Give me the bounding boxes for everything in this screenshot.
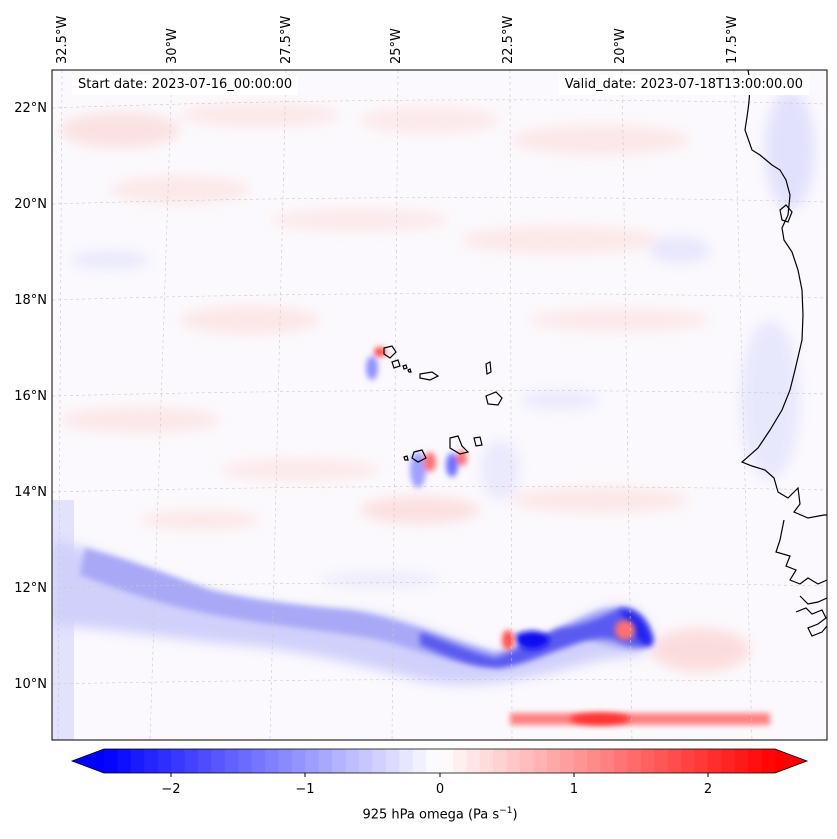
colorbar-band: [251, 749, 266, 773]
colorbar-ticks: [170, 773, 709, 777]
colorbar-band: [721, 749, 736, 773]
colorbar-band: [211, 749, 226, 773]
colorbar-title-end: ): [512, 807, 518, 823]
colorbar-band: [104, 749, 118, 773]
valid-date-label: Valid_date: 2023-07-18T13:00:00.00: [558, 75, 809, 95]
colorbar-band: [573, 749, 588, 773]
colorbar-band: [224, 749, 239, 773]
islands: [383, 345, 503, 463]
colorbar-band: [399, 749, 414, 773]
colorbar-band: [184, 749, 199, 773]
colorbar-band: [197, 749, 212, 773]
lon-tick-label: 20°W: [613, 28, 628, 64]
colorbar-outline: [70, 748, 809, 774]
colorbar-title-exponent: −1: [499, 806, 513, 816]
colorbar-band: [238, 749, 253, 773]
colorbar-band: [439, 749, 454, 773]
colorbar: −2 −1 0 1 2: [70, 748, 809, 797]
coastline: [740, 70, 827, 637]
lat-tick-label: 22°N: [14, 101, 47, 116]
colorbar-band: [707, 749, 722, 773]
colorbar-band: [466, 749, 481, 773]
colorbar-band: [291, 749, 306, 773]
omega-field: [52, 70, 827, 740]
lon-tick-labels: 32.5°W 30°W 27.5°W 25°W 22.5°W 20°W 17.5…: [55, 16, 740, 64]
lon-tick-label: 32.5°W: [55, 16, 70, 64]
colorbar-low-extend: [72, 749, 104, 773]
colorbar-band: [305, 749, 320, 773]
colorbar-high-extend: [775, 749, 807, 773]
colorbar-band: [533, 749, 548, 773]
colorbar-band: [130, 749, 145, 773]
colorbar-band: [667, 749, 682, 773]
colorbar-tick-label: −2: [161, 782, 180, 797]
colorbar-title: 925 hPa omega (Pa s−1): [0, 806, 837, 822]
colorbar-band: [600, 749, 615, 773]
colorbar-band: [332, 749, 347, 773]
colorbar-band: [627, 749, 642, 773]
colorbar-band: [452, 749, 467, 773]
colorbar-band: [358, 749, 373, 773]
colorbar-band: [506, 749, 521, 773]
colorbar-tick-label: 2: [704, 782, 712, 797]
colorbar-band: [372, 749, 387, 773]
colorbar-band: [546, 749, 561, 773]
lon-tick-label: 25°W: [389, 28, 404, 64]
colorbar-band: [613, 749, 628, 773]
lon-tick-label: 17.5°W: [725, 16, 740, 64]
colorbar-band: [694, 749, 709, 773]
colorbar-band: [144, 749, 159, 773]
southern-red-streak: [510, 713, 770, 725]
colorbar-band: [265, 749, 279, 773]
colorbar-band: [587, 749, 602, 773]
colorbar-band: [345, 749, 360, 773]
colorbar-band: [681, 749, 695, 773]
start-date-label: Start date: 2023-07-16_00:00:00: [72, 75, 299, 95]
colorbar-band: [654, 749, 669, 773]
colorbar-band: [479, 749, 494, 773]
lat-tick-label: 10°N: [14, 677, 47, 692]
island-dipoles: [366, 347, 635, 650]
colorbar-band: [734, 749, 749, 773]
lon-tick-label: 30°W: [165, 28, 180, 64]
map-frame: [51, 69, 828, 741]
colorbar-band: [493, 749, 508, 773]
lat-tick-label: 14°N: [14, 485, 47, 500]
colorbar-band: [560, 749, 575, 773]
colorbar-band: [157, 749, 172, 773]
colorbar-band: [117, 749, 132, 773]
lat-tick-labels: 22°N 20°N 18°N 16°N 14°N 12°N 10°N: [14, 101, 47, 692]
convergence-band: [52, 540, 655, 685]
background-anomalies: [60, 90, 815, 672]
lat-tick-label: 16°N: [14, 389, 47, 404]
colorbar-band: [171, 749, 186, 773]
colorbar-tick-label: −1: [295, 782, 314, 797]
colorbar-band: [748, 749, 763, 773]
lat-tick-label: 20°N: [14, 197, 47, 212]
lat-tick-label: 12°N: [14, 581, 47, 596]
colorbar-title-text: 925 hPa omega (Pa s: [362, 807, 500, 823]
colorbar-band: [640, 749, 655, 773]
colorbar-band: [385, 749, 400, 773]
colorbar-band: [318, 749, 333, 773]
lon-tick-label: 22.5°W: [501, 16, 516, 64]
colorbar-band: [412, 749, 427, 773]
colorbar-band: [761, 749, 776, 773]
colorbar-tick-label: 0: [436, 782, 444, 797]
gridlines: [52, 70, 827, 740]
colorbar-band: [278, 749, 293, 773]
lon-tick-label: 27.5°W: [279, 16, 294, 64]
colorbar-bands: [104, 749, 776, 773]
colorbar-band: [520, 749, 534, 773]
colorbar-tick-label: 1: [570, 782, 578, 797]
colorbar-band: [426, 749, 440, 773]
lat-tick-label: 18°N: [14, 293, 47, 308]
